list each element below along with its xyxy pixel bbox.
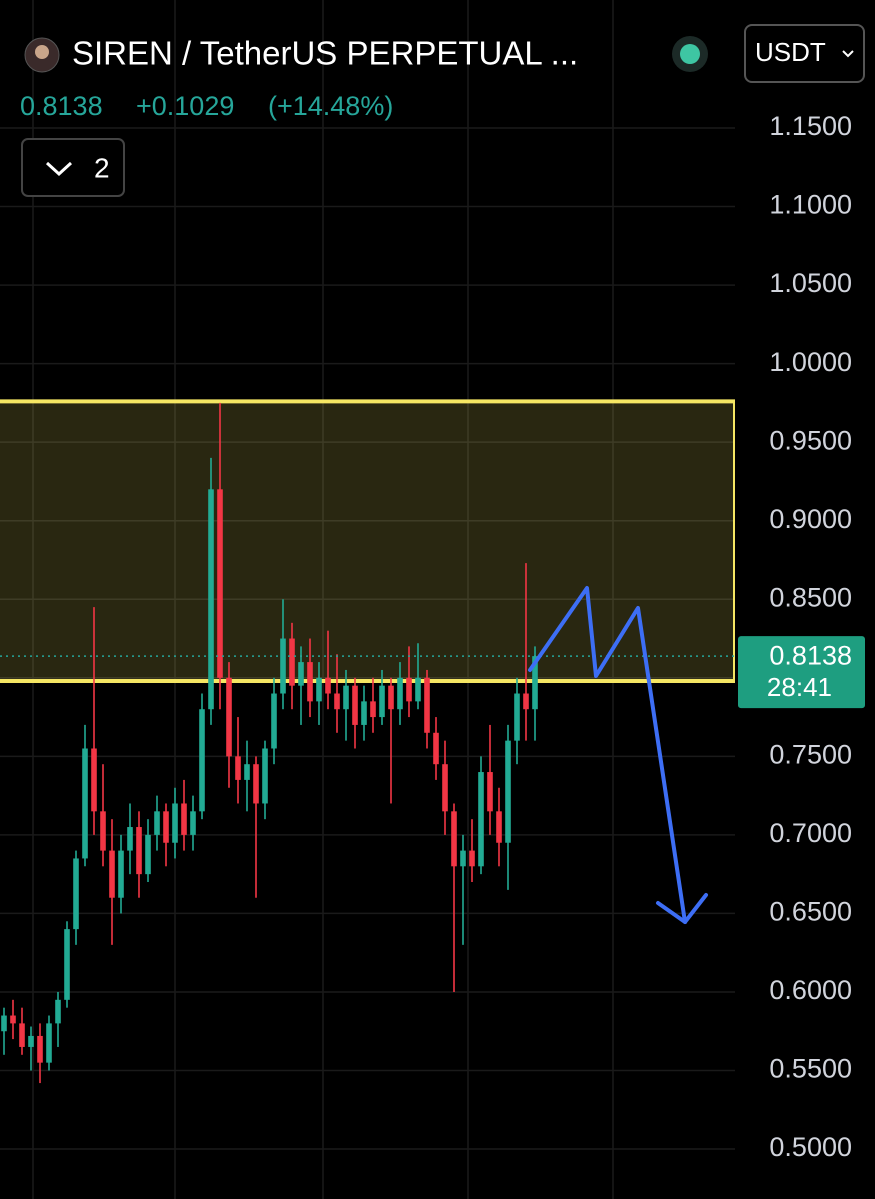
candle-body	[478, 772, 484, 867]
candle-body	[280, 638, 286, 694]
y-tick-label: 1.0000	[769, 347, 852, 377]
candle-body	[208, 489, 214, 710]
zone-fill	[0, 401, 735, 681]
last-price-box	[738, 636, 865, 709]
candle-body	[505, 740, 511, 843]
header-price: 0.8138	[20, 91, 103, 121]
candle-body	[181, 803, 187, 835]
candle-body	[370, 701, 376, 718]
candle-body	[289, 638, 295, 686]
candle-body	[145, 834, 151, 875]
y-tick-label: 0.9000	[769, 504, 852, 534]
indicator-toggle[interactable]	[21, 138, 125, 197]
candle-body	[424, 677, 430, 733]
candle-body	[397, 677, 403, 710]
grid	[0, 127, 735, 1150]
arrow-path	[528, 586, 687, 924]
y-tick-label: 0.5500	[769, 1054, 852, 1084]
y-tick-label: 0.7000	[769, 818, 852, 848]
candle-body	[217, 489, 223, 678]
symbol-title[interactable]: SIREN / TetherUS PERPETUAL ...	[72, 35, 578, 72]
y-tick-label: 0.9500	[769, 425, 852, 455]
candle-body	[343, 685, 349, 710]
candle-body	[100, 811, 106, 851]
y-axis: 1.1500 1.1000 1.0500 1.0000 0.9500 0.9000 0.85…	[738, 111, 865, 1162]
candle-body	[163, 811, 169, 843]
candle-body	[55, 999, 61, 1024]
candle-body	[244, 764, 250, 780]
countdown: 28:41	[767, 672, 832, 702]
candle-body	[316, 677, 322, 702]
candle-body	[487, 772, 493, 812]
candle-body	[523, 693, 529, 710]
candle-body	[271, 693, 277, 749]
candle-body	[136, 827, 142, 875]
y-tick-label: 0.7500	[769, 739, 852, 769]
candle-body	[235, 756, 241, 780]
currency-label: USDT	[755, 37, 826, 67]
candle-body	[388, 685, 394, 710]
candle-body	[19, 1023, 25, 1047]
candle-body	[406, 677, 412, 702]
candle-body	[1, 1015, 7, 1032]
candle-body	[262, 748, 268, 804]
candle-body	[442, 764, 448, 812]
y-tick-label: 0.6000	[769, 975, 852, 1005]
candles	[1, 402, 538, 1084]
candle-body	[379, 685, 385, 718]
zone	[0, 399, 735, 683]
candle-body	[532, 656, 538, 710]
candle-body	[199, 709, 205, 812]
candle-body	[334, 693, 340, 710]
y-tick-label: 1.1000	[769, 190, 852, 220]
currency-button[interactable]	[744, 24, 865, 83]
candle-body	[496, 811, 502, 843]
candle-body	[64, 929, 70, 1000]
candle-body	[154, 811, 160, 835]
candle-body	[46, 1023, 52, 1063]
status-dot	[680, 44, 700, 64]
candle-body	[109, 850, 115, 898]
candle-body	[172, 803, 178, 843]
candle-body	[226, 677, 232, 757]
chevron	[842, 50, 854, 58]
candle-body	[451, 811, 457, 867]
arrow-head	[656, 893, 708, 924]
header-change-pct: (+14.48%)	[268, 91, 393, 121]
indicator-count: 2	[94, 152, 110, 183]
y-tick-label: 1.0500	[769, 268, 852, 298]
candle-body	[190, 811, 196, 835]
candle-body	[298, 662, 304, 686]
candle-body	[82, 748, 88, 859]
candle-body	[253, 764, 259, 804]
candle-body	[469, 850, 475, 867]
header-change: +0.1029	[136, 91, 234, 121]
candle-body	[91, 748, 97, 812]
y-tick-label: 0.8500	[769, 582, 852, 612]
candle-body	[460, 850, 466, 867]
candle-body	[118, 850, 124, 898]
y-tick-label: 0.6500	[769, 897, 852, 927]
y-tick-label: 1.1500	[769, 111, 852, 141]
candle-body	[10, 1015, 16, 1024]
y-tick-label: 0.5000	[769, 1132, 852, 1162]
candle-body	[415, 677, 421, 702]
candle-body	[28, 1035, 34, 1047]
collapse-icon	[45, 161, 73, 177]
candle-body	[352, 685, 358, 725]
symbol-icon-face	[35, 45, 49, 59]
last-price-label: 0.8138	[769, 640, 852, 670]
candle-body	[37, 1035, 43, 1063]
candle-body	[514, 693, 520, 741]
candle-body	[307, 662, 313, 702]
candle-body	[361, 701, 367, 725]
candle-body	[127, 827, 133, 851]
forecast-arrow	[528, 586, 708, 924]
candle-body	[433, 732, 439, 765]
candle-body	[73, 858, 79, 930]
candle-body	[325, 677, 331, 694]
